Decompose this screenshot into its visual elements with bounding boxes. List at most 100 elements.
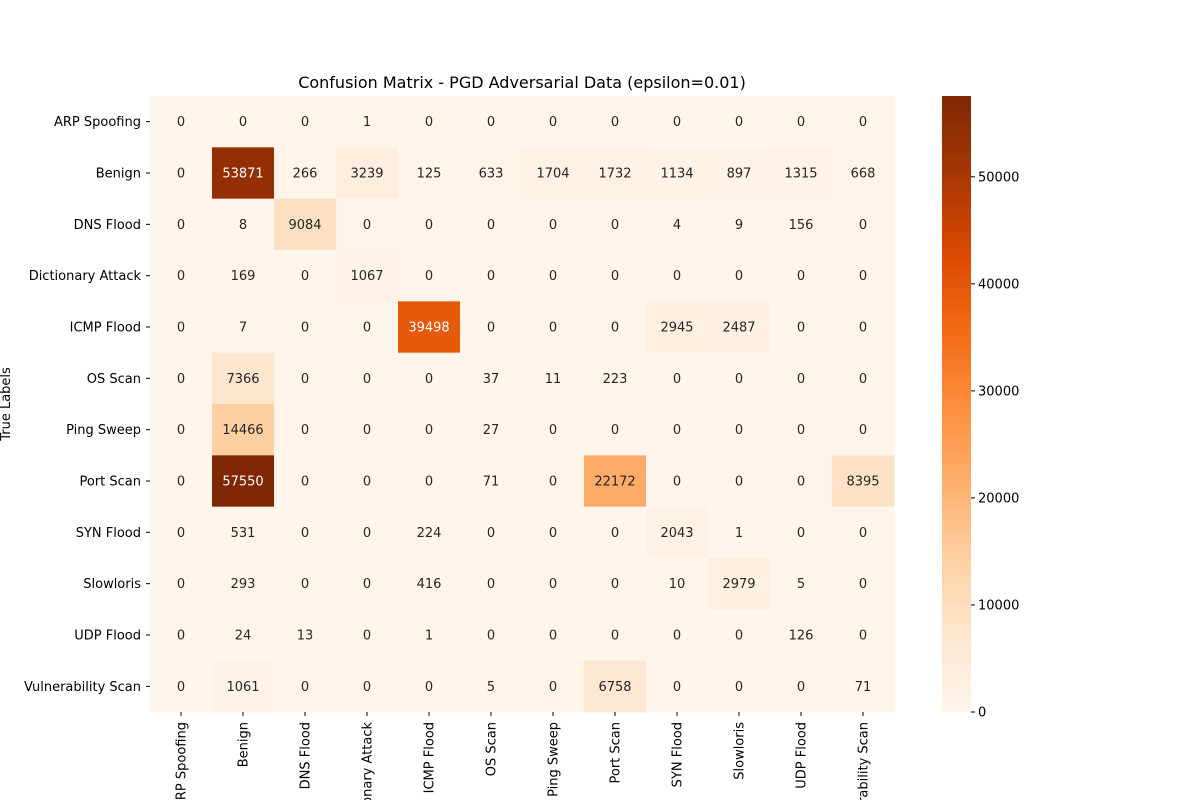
cell-value-label: 0 [611, 577, 619, 592]
cell-value-label: 0 [735, 475, 743, 490]
colorbar-tick-label: 0 [978, 706, 986, 721]
cell-value-label: 0 [735, 115, 743, 130]
cell-value-label: 0 [363, 577, 371, 592]
heatmap-cell [336, 96, 399, 148]
cell-value-label: 0 [425, 372, 433, 387]
cell-value-label: 4 [673, 218, 681, 233]
heatmap-cell [770, 455, 833, 508]
colorbar: 0 10000 20000 30000 40000 50000 [942, 96, 1019, 721]
cell-value-label: 0 [673, 372, 681, 387]
heatmap-cell [770, 609, 833, 662]
row-tick-label: ICMP Flood [70, 321, 141, 336]
cell-value-label: 0 [177, 423, 185, 438]
column-tick-label: Port Scan [609, 722, 624, 784]
cell-value-label: 10 [669, 577, 686, 592]
heatmap-cell [708, 250, 771, 302]
cell-value-label: 0 [301, 115, 309, 130]
cell-value-label: 0 [673, 423, 681, 438]
cell-value-label: 0 [611, 423, 619, 438]
heatmap-cell [398, 609, 461, 662]
cell-value-label: 0 [735, 629, 743, 644]
cell-value-label: 3239 [350, 167, 383, 182]
heatmap-cell [584, 455, 647, 508]
colorbar-tick-label: 20000 [978, 491, 1019, 506]
column-tick-label: ICMP Flood [423, 722, 438, 793]
heatmap-cell [336, 352, 399, 405]
heatmap-cell [460, 404, 523, 456]
heatmap-cell [770, 352, 833, 405]
cell-value-label: 0 [177, 167, 185, 182]
cell-value-label: 11 [545, 372, 562, 387]
cell-value-label: 1 [425, 629, 433, 644]
heatmap-cell [336, 558, 399, 610]
heatmap-cell [832, 250, 895, 302]
cell-value-label: 2043 [660, 526, 693, 541]
cell-value-label: 0 [363, 321, 371, 336]
column-tick-label: SYN Flood [671, 722, 686, 787]
row-tick-label: ARP Spoofing [54, 115, 141, 130]
column-tick-label: ARP Spoofing [175, 722, 190, 800]
row-tick-label: UDP Flood [74, 629, 141, 644]
heatmap-cell [770, 404, 833, 456]
heatmap-cell [212, 352, 275, 405]
colorbar-tick-label: 30000 [978, 384, 1019, 399]
heatmap-cell [274, 506, 337, 559]
row-tick-label: SYN Flood [76, 526, 141, 541]
heatmap-cell [212, 301, 275, 354]
heatmap-cell [584, 506, 647, 559]
heatmap-cell [336, 198, 399, 251]
cell-value-label: 0 [487, 115, 495, 130]
heatmap-cell [398, 455, 461, 508]
heatmap-cell [274, 404, 337, 456]
cell-value-label: 0 [301, 680, 309, 695]
heatmap-cell [832, 660, 895, 713]
cell-value-label: 0 [363, 680, 371, 695]
cell-value-label: 0 [301, 321, 309, 336]
heatmap-cell [212, 198, 275, 251]
heatmap-cell [770, 147, 833, 200]
heatmap-cell [584, 301, 647, 354]
cell-value-label: 1 [363, 115, 371, 130]
heatmap-cell [150, 609, 213, 662]
heatmap-cell [522, 198, 585, 251]
column-tick-label: Dictionary Attack [361, 722, 376, 800]
cell-value-label: 0 [611, 526, 619, 541]
column-tick-label: DNS Flood [299, 722, 314, 789]
heatmap-cell [398, 147, 461, 200]
heatmap-cell [522, 506, 585, 559]
cell-value-label: 0 [797, 321, 805, 336]
colorbar-gradient [942, 96, 971, 712]
cell-value-label: 0 [673, 629, 681, 644]
heatmap-cell [708, 558, 771, 610]
heatmap-cell [832, 147, 895, 200]
heatmap-cell [398, 404, 461, 456]
cell-value-label: 0 [549, 577, 557, 592]
heatmap-cell [212, 609, 275, 662]
cell-value-label: 416 [417, 577, 442, 592]
cell-value-label: 0 [363, 423, 371, 438]
heatmap-cell [398, 352, 461, 405]
cell-value-label: 71 [855, 680, 872, 695]
cell-value-label: 53871 [222, 167, 263, 182]
cell-value-label: 0 [673, 475, 681, 490]
cell-value-label: 633 [479, 167, 504, 182]
heatmap-cell [708, 301, 771, 354]
cell-value-label: 0 [301, 269, 309, 284]
cell-value-label: 0 [611, 115, 619, 130]
heatmap-cell [708, 198, 771, 251]
cell-value-label: 224 [417, 526, 442, 541]
cell-value-label: 0 [301, 372, 309, 387]
heatmap-cell [646, 352, 709, 405]
heatmap-cell [212, 660, 275, 713]
colorbar-tick-label: 40000 [978, 277, 1019, 292]
heatmap-cell [832, 404, 895, 456]
cell-value-label: 0 [797, 526, 805, 541]
heatmap-cell [522, 352, 585, 405]
cell-value-label: 0 [487, 629, 495, 644]
cell-value-label: 1067 [350, 269, 383, 284]
cell-value-label: 0 [177, 577, 185, 592]
cell-value-label: 0 [487, 269, 495, 284]
cell-value-label: 0 [363, 475, 371, 490]
heatmap-cell [398, 301, 461, 354]
